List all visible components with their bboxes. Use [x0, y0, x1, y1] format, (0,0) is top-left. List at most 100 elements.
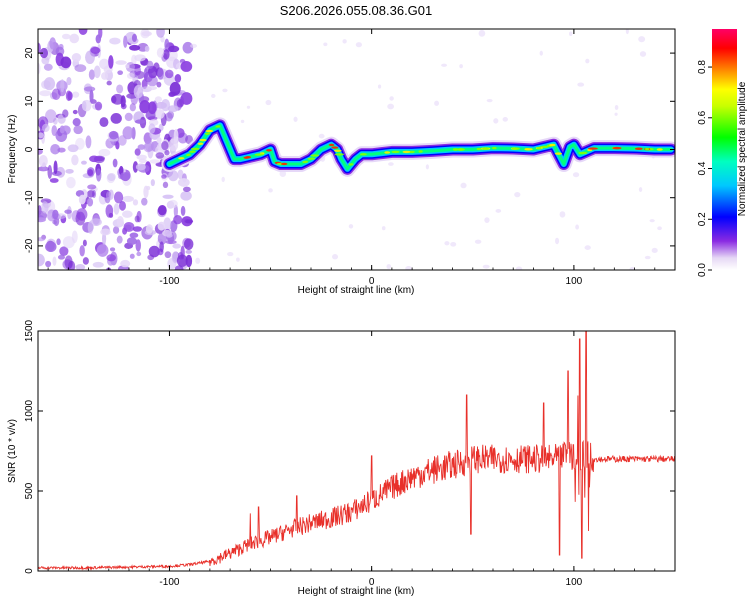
noise-blob: [132, 161, 139, 173]
snr-background: [38, 331, 675, 571]
noise-blob: [109, 37, 121, 45]
noise-blob: [82, 257, 89, 265]
noise-blob: [57, 254, 65, 260]
noise-blob: [116, 84, 124, 94]
noise-blob: [180, 205, 186, 217]
noise-blob: [441, 63, 448, 67]
noise-blob: [67, 144, 79, 153]
noise-blob: [51, 88, 61, 100]
noise-blob: [99, 117, 109, 128]
noise-blob: [221, 176, 225, 183]
colorbar-tick-label: 0.8: [697, 60, 708, 74]
noise-blob: [89, 89, 94, 104]
track-hotspot: [334, 153, 345, 156]
x-tick-label: 100: [566, 276, 583, 287]
noise-blob: [61, 33, 71, 40]
track-hotspot: [476, 147, 482, 151]
noise-blob: [71, 230, 78, 244]
noise-blob: [100, 228, 111, 236]
noise-blob: [155, 108, 165, 120]
noise-blob: [72, 118, 81, 127]
noise-blob: [134, 148, 141, 156]
noise-blob: [155, 152, 165, 159]
noise-blob: [332, 254, 339, 260]
noise-blob: [120, 259, 131, 268]
track-hotspot: [408, 150, 415, 154]
noise-blob: [38, 132, 45, 139]
noise-blob: [60, 56, 72, 69]
track-hotspot: [458, 148, 463, 151]
noise-blob: [495, 209, 502, 213]
noise-blob: [168, 45, 180, 53]
track-hotspot: [281, 162, 288, 166]
colorbar-tick-label: 0.0: [697, 263, 708, 277]
noise-blob: [49, 37, 57, 50]
noise-blob: [62, 236, 75, 249]
noise-blob: [126, 237, 138, 245]
noise-blob: [460, 182, 467, 189]
track-hotspot: [307, 157, 316, 160]
noise-blob: [279, 170, 287, 177]
noise-blob: [629, 266, 636, 270]
colorbar-tick-label: 0.2: [697, 212, 708, 226]
track-hotspot: [243, 156, 249, 159]
noise-blob: [129, 232, 139, 238]
noise-blob: [52, 256, 57, 266]
noise-blob: [49, 178, 59, 183]
noise-blob: [60, 78, 65, 93]
noise-blob: [502, 117, 508, 122]
noise-blob: [177, 178, 190, 187]
noise-blob: [38, 154, 48, 167]
noise-blob: [95, 168, 102, 182]
noise-blob: [154, 96, 162, 103]
noise-blob: [119, 172, 131, 181]
track-hotspot: [207, 129, 212, 133]
noise-blob: [143, 142, 154, 153]
noise-blob: [444, 241, 450, 246]
noise-blob: [113, 191, 124, 204]
noise-blob: [141, 31, 152, 37]
track-hotspot: [418, 150, 423, 153]
noise-blob: [129, 253, 135, 259]
noise-blob: [108, 130, 119, 140]
noise-blob: [185, 135, 193, 145]
y-tick-label: -10: [24, 190, 35, 205]
noise-blob: [614, 105, 619, 110]
noise-blob: [355, 42, 363, 48]
noise-blob: [265, 99, 272, 106]
noise-blob: [82, 239, 87, 247]
noise-blob: [182, 41, 194, 54]
colorbar-label: Normalized spectral amplitude: [737, 81, 748, 216]
track-hotspot: [452, 148, 459, 151]
noise-blob: [122, 210, 133, 218]
noise-blob: [86, 190, 95, 198]
y-tick-label: 0: [24, 568, 35, 574]
noise-blob: [174, 74, 182, 83]
noise-blob: [43, 63, 53, 71]
noise-blob: [89, 155, 100, 163]
noise-blob: [318, 133, 325, 139]
noise-blob: [143, 71, 153, 83]
noise-blob: [136, 154, 147, 160]
noise-blob: [38, 253, 45, 267]
track-hotspot: [492, 146, 497, 150]
noise-blob: [539, 50, 543, 56]
noise-blob: [71, 53, 82, 63]
noise-blob: [246, 105, 251, 109]
noise-blob: [185, 249, 192, 254]
noise-blob: [148, 123, 156, 134]
noise-blob: [222, 88, 228, 93]
noise-blob: [66, 76, 72, 86]
noise-blob: [118, 135, 127, 146]
noise-blob: [112, 158, 118, 168]
noise-blob: [240, 119, 245, 124]
noise-blob: [135, 239, 141, 252]
noise-blob: [90, 218, 102, 227]
noise-blob: [45, 241, 57, 253]
noise-blob: [132, 226, 143, 232]
noise-blob: [147, 101, 157, 115]
noise-blob: [38, 237, 46, 242]
noise-blob: [159, 241, 164, 253]
